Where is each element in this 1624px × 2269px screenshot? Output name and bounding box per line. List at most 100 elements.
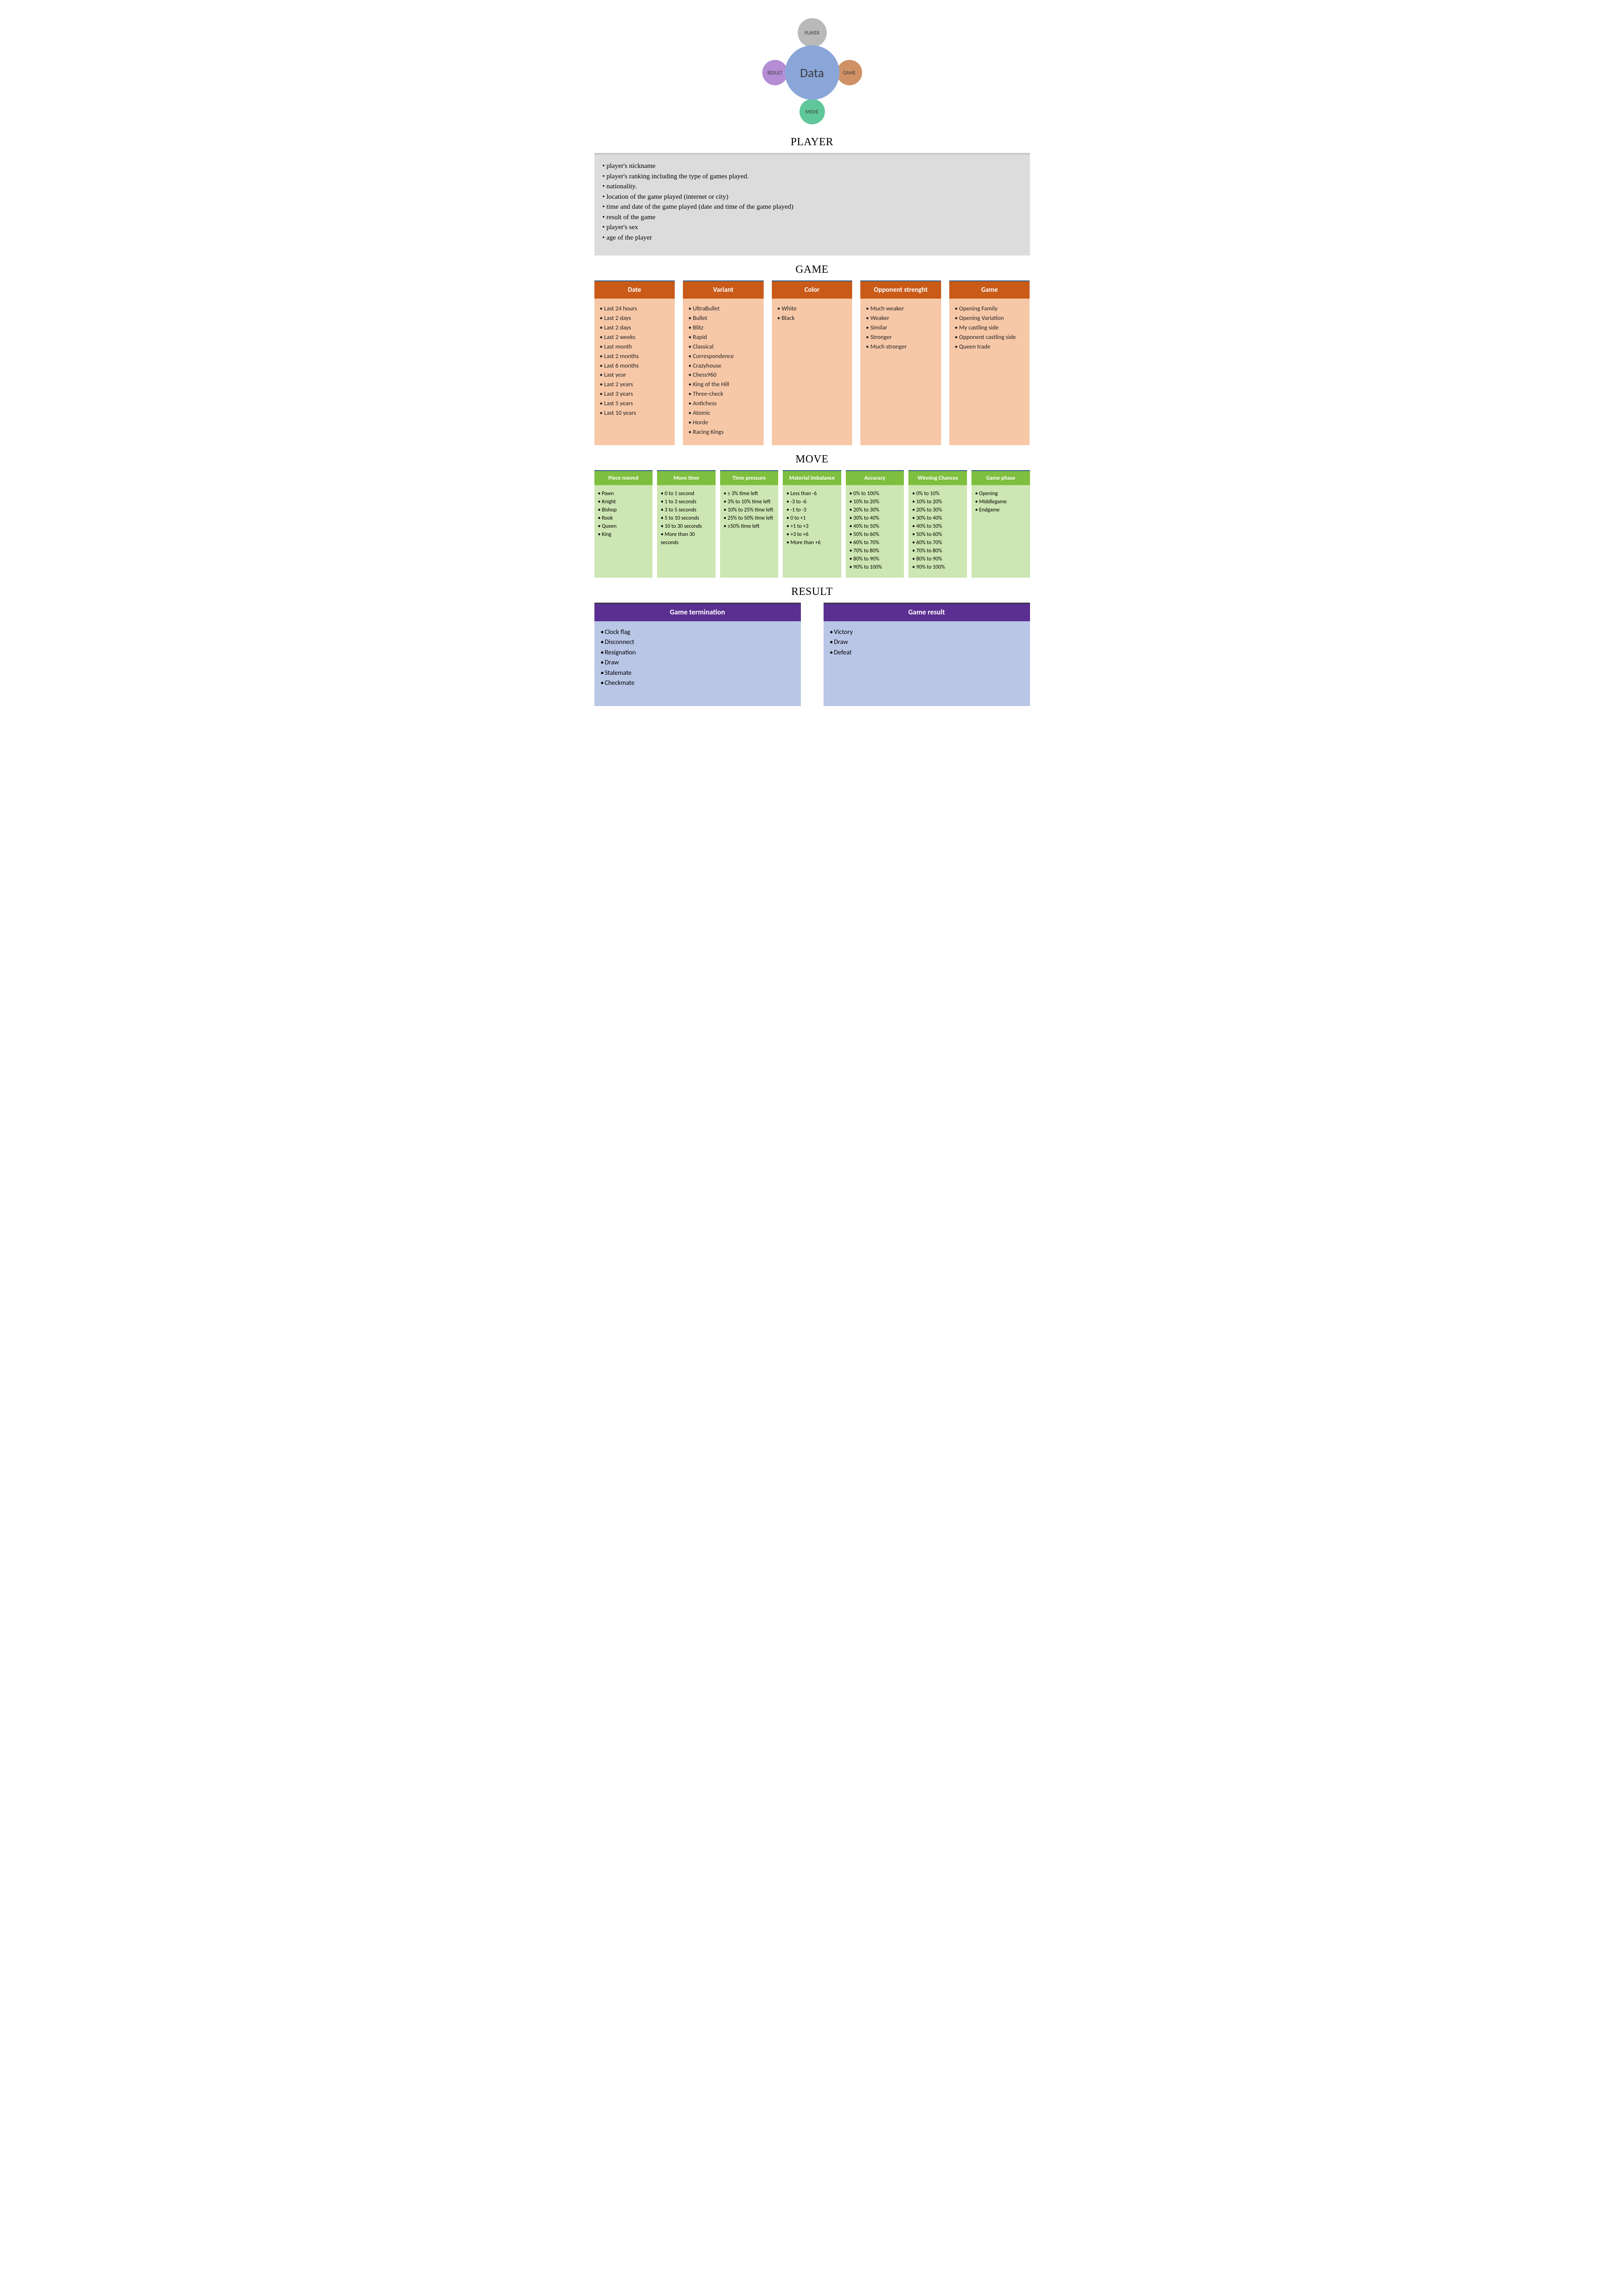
result-item: Defeat xyxy=(830,647,1024,657)
game-card: VariantUltraBulletBulletBlitzRapidClassi… xyxy=(683,280,764,445)
move-card-body: ≤ 3% time left3% to 10% time left10% to … xyxy=(720,485,779,578)
move-card-body: 0% to 10%10% to 20%20% to 30%30% to 40%4… xyxy=(908,485,967,578)
move-card-header: Material imbalance xyxy=(783,471,841,485)
section-title-player: PLAYER xyxy=(594,136,1030,148)
move-item: 70% to 80% xyxy=(912,547,963,555)
game-item: My castling side xyxy=(955,323,1025,333)
player-info-line: result of the game xyxy=(603,212,1022,223)
move-item: 90% to 100% xyxy=(849,563,901,571)
result-item: Disconnect xyxy=(601,637,795,647)
game-item: Last 2 weeks xyxy=(600,333,670,342)
game-item: Last 24 hours xyxy=(600,304,670,314)
game-item: Rapid xyxy=(688,333,758,342)
game-card-body: Last 24 hoursLast 2 daysLast 2 daysLast … xyxy=(594,299,675,445)
game-card: ColorWhiteBlack xyxy=(772,280,853,445)
move-item: +3 to +6 xyxy=(786,530,838,539)
section-title-result: RESULT xyxy=(594,586,1030,598)
player-info-box: player's nicknameplayer's ranking includ… xyxy=(594,153,1030,255)
move-item: 40% to 50% xyxy=(912,522,963,530)
result-card-header: Game result xyxy=(824,604,1030,621)
move-item: More than 30 seconds xyxy=(661,530,712,547)
move-card-header: Game phase xyxy=(971,471,1030,485)
result-cards-row: Game terminationClock flagDisconnectResi… xyxy=(594,603,1030,706)
bubble-game: GAME xyxy=(837,60,862,85)
move-card: Material imbalanceLess than -6-3 to -6-1… xyxy=(783,470,841,578)
move-card: Time pressure≤ 3% time left3% to 10% tim… xyxy=(720,470,779,578)
move-item: 60% to 70% xyxy=(912,539,963,547)
move-card: Winning Chances0% to 10%10% to 20%20% to… xyxy=(908,470,967,578)
game-card: Opponent strenghtMuch weakerWeakerSimila… xyxy=(860,280,941,445)
move-item: 3 to 5 seconds xyxy=(661,506,712,514)
move-item: 40% to 50% xyxy=(849,522,901,530)
move-card-header: Winning Chances xyxy=(908,471,967,485)
move-item: 0 to +1 xyxy=(786,514,838,522)
player-info-line: nationality. xyxy=(603,182,1022,192)
game-item: Last 2 days xyxy=(600,314,670,323)
move-card-body: 0 to 1 second1 to 3 seconds3 to 5 second… xyxy=(657,485,716,578)
move-card: Accuracy0% to 100%10% to 20%20% to 30%30… xyxy=(846,470,904,578)
move-item: 10 to 30 seconds xyxy=(661,522,712,530)
bubble-data: Data xyxy=(785,45,839,100)
move-card-header: Piece moved xyxy=(594,471,653,485)
move-card-body: Less than -6-3 to -6-1 to -30 to +1+1 to… xyxy=(783,485,841,578)
move-item: Opening xyxy=(975,490,1026,498)
move-item: King xyxy=(598,530,649,539)
move-item: 70% to 80% xyxy=(849,547,901,555)
move-item: 10% to 20% xyxy=(849,498,901,506)
move-card-body: OpeningMiddlegameEndgame xyxy=(971,485,1030,578)
game-card-body: WhiteBlack xyxy=(772,299,853,445)
result-item: Victory xyxy=(830,627,1024,637)
game-item: Much stronger xyxy=(866,342,936,352)
game-item: Last year xyxy=(600,370,670,380)
move-item: Queen xyxy=(598,522,649,530)
game-item: Horde xyxy=(688,418,758,427)
section-title-game: GAME xyxy=(594,264,1030,276)
move-item: Middlegame xyxy=(975,498,1026,506)
move-item: 80% to 90% xyxy=(912,555,963,563)
bubble-player: PLAYER xyxy=(798,18,827,47)
game-item: Opening Variation xyxy=(955,314,1025,323)
game-card-header: Game xyxy=(949,281,1030,299)
move-item: 10% to 20% xyxy=(912,498,963,506)
move-item: 5 to 10 seconds xyxy=(661,514,712,522)
move-item: 10% to 25% time left xyxy=(724,506,775,514)
move-item: 50% to 60% xyxy=(849,530,901,539)
game-item: Last 10 years xyxy=(600,408,670,418)
move-item: Knight xyxy=(598,498,649,506)
game-item: Crazyhouse xyxy=(688,361,758,371)
game-card-header: Opponent strenght xyxy=(860,281,941,299)
move-card-header: Time pressure xyxy=(720,471,779,485)
move-card-body: PawnKnightBishopRookQueenKing xyxy=(594,485,653,578)
move-item: 30% to 40% xyxy=(849,514,901,522)
game-item: Queen trade xyxy=(955,342,1025,352)
game-item: Last 3 years xyxy=(600,389,670,399)
game-card-header: Color xyxy=(772,281,853,299)
game-item: Opponent castling side xyxy=(955,333,1025,342)
move-item: More than +6 xyxy=(786,539,838,547)
result-item: Checkmate xyxy=(601,678,795,688)
game-card: GameOpening FamilyOpening VariationMy ca… xyxy=(949,280,1030,445)
move-item: 3% to 10% time left xyxy=(724,498,775,506)
move-item: 50% to 60% xyxy=(912,530,963,539)
player-info-line: player's nickname xyxy=(603,161,1022,172)
game-cards-row: DateLast 24 hoursLast 2 daysLast 2 daysL… xyxy=(594,280,1030,445)
section-title-move: MOVE xyxy=(594,453,1030,466)
game-item: Three-check xyxy=(688,389,758,399)
move-item: 30% to 40% xyxy=(912,514,963,522)
game-item: Atomic xyxy=(688,408,758,418)
result-item: Clock flag xyxy=(601,627,795,637)
game-card-header: Date xyxy=(594,281,675,299)
game-item: Weaker xyxy=(866,314,936,323)
player-info-line: player's ranking including the type of g… xyxy=(603,172,1022,182)
bubble-result: RESULT xyxy=(762,60,788,85)
move-item: Pawn xyxy=(598,490,649,498)
move-card: Piece movedPawnKnightBishopRookQueenKing xyxy=(594,470,653,578)
move-card: Move time0 to 1 second1 to 3 seconds3 to… xyxy=(657,470,716,578)
move-item: Less than -6 xyxy=(786,490,838,498)
move-item: -3 to -6 xyxy=(786,498,838,506)
result-card: Game terminationClock flagDisconnectResi… xyxy=(594,603,801,706)
game-item: Last 2 months xyxy=(600,352,670,361)
result-item: Draw xyxy=(830,637,1024,647)
game-item: Last 2 days xyxy=(600,323,670,333)
game-item: Classical xyxy=(688,342,758,352)
